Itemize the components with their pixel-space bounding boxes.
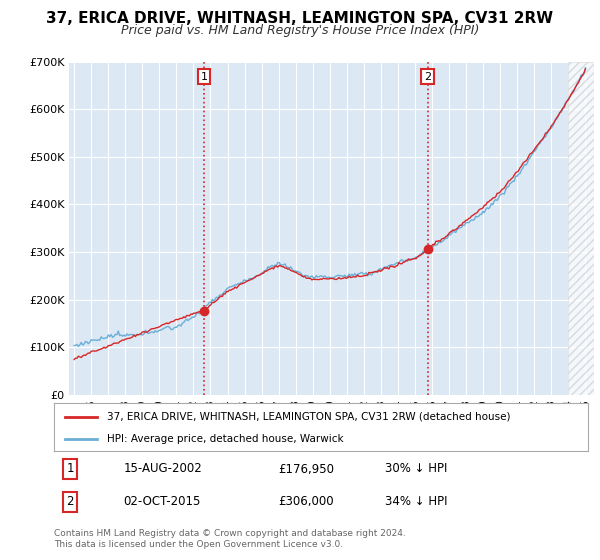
Text: 30% ↓ HPI: 30% ↓ HPI — [385, 463, 448, 475]
Text: 1: 1 — [66, 463, 74, 475]
Text: 37, ERICA DRIVE, WHITNASH, LEAMINGTON SPA, CV31 2RW: 37, ERICA DRIVE, WHITNASH, LEAMINGTON SP… — [46, 11, 554, 26]
Text: 34% ↓ HPI: 34% ↓ HPI — [385, 496, 448, 508]
Text: £176,950: £176,950 — [278, 463, 334, 475]
Text: 37, ERICA DRIVE, WHITNASH, LEAMINGTON SPA, CV31 2RW (detached house): 37, ERICA DRIVE, WHITNASH, LEAMINGTON SP… — [107, 412, 511, 422]
Bar — [568, 62, 594, 395]
Text: Price paid vs. HM Land Registry's House Price Index (HPI): Price paid vs. HM Land Registry's House … — [121, 24, 479, 36]
Text: 2: 2 — [66, 496, 74, 508]
Text: HPI: Average price, detached house, Warwick: HPI: Average price, detached house, Warw… — [107, 434, 344, 444]
Text: Contains HM Land Registry data © Crown copyright and database right 2024.
This d: Contains HM Land Registry data © Crown c… — [54, 529, 406, 549]
Text: 1: 1 — [200, 72, 208, 82]
Text: £306,000: £306,000 — [278, 496, 334, 508]
Text: 02-OCT-2015: 02-OCT-2015 — [124, 496, 201, 508]
Text: 15-AUG-2002: 15-AUG-2002 — [124, 463, 202, 475]
Text: 2: 2 — [424, 72, 431, 82]
